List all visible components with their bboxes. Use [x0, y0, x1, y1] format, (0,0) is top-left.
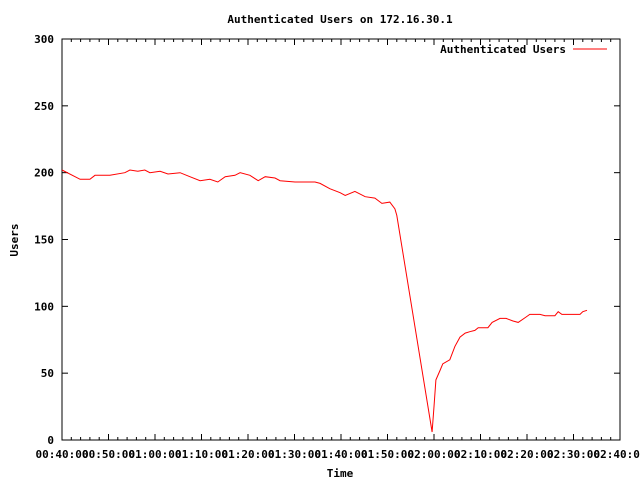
x-tick-label: 00:40:00	[36, 448, 89, 461]
y-tick-label: 250	[34, 100, 54, 113]
x-tick-label: 01:30:00	[268, 448, 321, 461]
series-line	[61, 169, 588, 433]
series-group	[61, 169, 588, 433]
legend-label: Authenticated Users	[440, 43, 566, 56]
y-tick-label: 100	[34, 300, 54, 313]
x-axis-label: Time	[327, 467, 354, 480]
y-tick-label: 150	[34, 234, 54, 247]
x-tick-label: 00:50:00	[82, 448, 135, 461]
tick-labels: 0 50 100 150 200 250 300 00:40:0000:50:0001:00:…	[34, 33, 640, 461]
x-tick-label: 02:20:00	[501, 448, 554, 461]
x-tick-label: 02:30:00	[547, 448, 600, 461]
x-tick-label: 02:10:00	[454, 448, 507, 461]
y-tick-label: 0	[47, 434, 54, 447]
chart-title: Authenticated Users on 172.16.30.1	[227, 13, 453, 26]
x-tick-label: 01:20:00	[222, 448, 275, 461]
legend: Authenticated Users	[440, 43, 607, 56]
plot-frame	[61, 38, 621, 441]
y-axis-label: Users	[8, 223, 21, 256]
x-tick-label: 01:40:00	[315, 448, 368, 461]
x-tick-label: 02:40:00	[594, 448, 640, 461]
y-tick-label: 300	[34, 33, 54, 46]
x-tick-label: 01:10:00	[175, 448, 228, 461]
y-tick-label: 200	[34, 167, 54, 180]
x-tick-label: 01:50:00	[361, 448, 414, 461]
axis-ticks	[61, 38, 621, 441]
x-tick-label: 01:00:00	[129, 448, 182, 461]
y-tick-label: 50	[41, 367, 54, 380]
x-tick-label: 02:00:00	[408, 448, 461, 461]
